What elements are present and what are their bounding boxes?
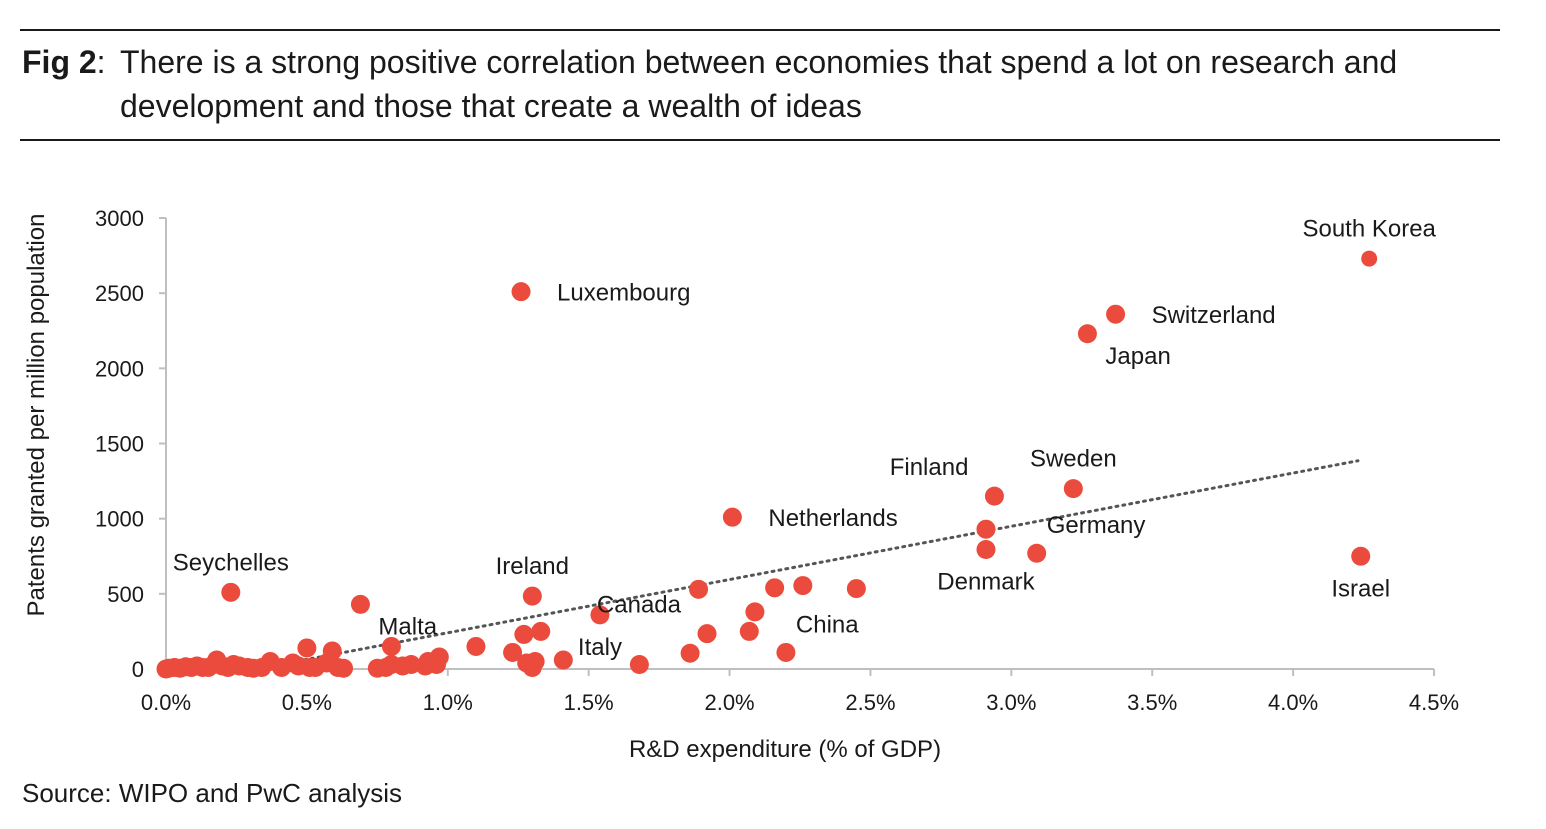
bottom-rule (20, 139, 1500, 141)
data-point-seychelles (221, 582, 241, 602)
data-point (514, 624, 534, 644)
x-tick-label: 2.5% (845, 690, 895, 715)
data-point (629, 654, 649, 674)
y-tick-label: 3000 (95, 206, 144, 231)
x-tick-label: 2.0% (704, 690, 754, 715)
data-point (522, 657, 542, 677)
point-label-canada: Canada (597, 592, 682, 619)
point-label-malta: Malta (378, 613, 437, 640)
figure-title: There is a strong positive correlation b… (120, 44, 1398, 124)
x-axis-label: R&D expenditure (% of GDP) (629, 736, 941, 763)
data-point-sweden (1063, 479, 1083, 499)
data-point (689, 579, 709, 599)
point-label-ireland: Ireland (496, 553, 569, 580)
y-tick-label: 1000 (95, 507, 144, 532)
data-point (553, 650, 573, 670)
x-tick-label: 4.5% (1409, 690, 1459, 715)
x-tick-label: 1.5% (564, 690, 614, 715)
data-point-china (776, 642, 796, 662)
x-tick-label: 4.0% (1268, 690, 1318, 715)
trendline (254, 459, 1360, 671)
data-point (297, 638, 317, 658)
point-label-netherlands: Netherlands (768, 505, 897, 532)
data-point-switzerland (1106, 304, 1126, 324)
data-point (531, 621, 551, 641)
data-point (745, 602, 765, 622)
data-point (846, 579, 866, 599)
y-tick-label: 1500 (95, 432, 144, 457)
point-label-israel: Israel (1331, 575, 1390, 602)
source-note: Source: WIPO and PwC analysis (22, 778, 403, 808)
y-axis-label: Patents granted per million population (23, 214, 50, 617)
point-label-germany: Germany (1047, 512, 1146, 539)
y-tick-label: 2500 (95, 281, 144, 306)
data-point-denmark (976, 539, 996, 559)
trendline-group (254, 459, 1360, 671)
data-point (466, 636, 486, 656)
point-label-italy: Italy (578, 634, 622, 661)
data-point (765, 578, 785, 598)
data-point-luxembourg (511, 282, 531, 302)
data-point-canada (697, 624, 717, 644)
data-point (976, 519, 996, 539)
data-point-japan (1077, 324, 1097, 344)
x-tick-label: 1.0% (423, 690, 473, 715)
data-point-italy (590, 605, 610, 625)
x-tick-label: 3.0% (986, 690, 1036, 715)
data-point-finland (984, 486, 1004, 506)
chart-axes: 0.0% 0.5% 1.0% 1.5% 2.0% 2.5% 3.0% 3.5% 4.0% 4.5%… (95, 206, 1459, 715)
data-points (156, 250, 1378, 679)
data-point (503, 642, 523, 662)
point-label-denmark: Denmark (937, 568, 1035, 595)
data-point-germany (1027, 543, 1047, 563)
data-point-south-korea (1361, 250, 1378, 267)
data-point-ireland (522, 586, 542, 606)
data-point (415, 656, 435, 676)
x-tick-label: 0.0% (141, 690, 191, 715)
data-point-malta (350, 594, 370, 614)
y-tick-label: 500 (107, 582, 144, 607)
point-label-sweden: Sweden (1030, 446, 1117, 473)
data-point (739, 621, 759, 641)
data-point (367, 658, 387, 678)
x-tick-label: 0.5% (282, 690, 332, 715)
point-label-japan: Japan (1105, 343, 1170, 370)
data-point (381, 636, 401, 656)
top-rule (20, 29, 1500, 31)
point-label-south-korea: South Korea (1302, 216, 1436, 243)
data-point-netherlands (722, 507, 742, 527)
point-label-finland: Finland (890, 454, 969, 481)
point-labels: South Korea Luxembourg Switzerland Japan Swe… (173, 216, 1437, 661)
x-tick-label: 3.5% (1127, 690, 1177, 715)
figure-label: Fig 2: (22, 44, 106, 80)
point-label-seychelles: Seychelles (173, 549, 289, 576)
data-point (680, 643, 700, 663)
data-point-israel (1351, 546, 1371, 566)
point-label-china: China (796, 611, 859, 638)
y-tick-label: 2000 (95, 356, 144, 381)
point-label-switzerland: Switzerland (1152, 302, 1276, 329)
y-tick-label: 0 (132, 657, 144, 682)
data-point (156, 659, 176, 679)
point-label-luxembourg: Luxembourg (557, 280, 690, 307)
data-point (793, 576, 813, 596)
